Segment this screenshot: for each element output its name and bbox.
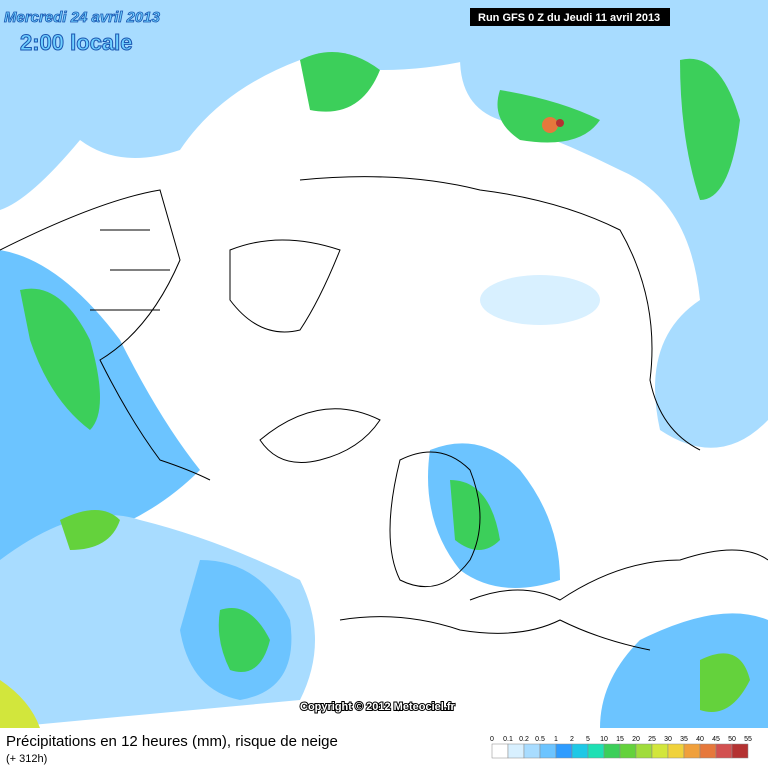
legend-swatch xyxy=(651,743,669,759)
legend-swatch xyxy=(699,743,717,759)
legend-swatch xyxy=(571,743,589,759)
legend-label: 50 xyxy=(728,736,736,743)
legend-swatch xyxy=(635,743,653,759)
legend-swatch xyxy=(491,743,509,759)
run-info: Run GFS 0 Z du Jeudi 11 avril 2013 xyxy=(478,12,660,24)
legend-label: 0.1 xyxy=(503,736,513,743)
footer-title: Précipitations en 12 heures (mm), risque… xyxy=(6,733,338,750)
legend-swatch xyxy=(523,743,541,759)
legend-swatch xyxy=(715,743,733,759)
legend-swatch xyxy=(619,743,637,759)
legend-swatch xyxy=(603,743,621,759)
coastlines xyxy=(0,176,768,651)
legend-label: 0 xyxy=(490,736,494,743)
legend-swatch xyxy=(507,743,525,759)
local-time: 2:00 locale xyxy=(20,30,133,55)
valid-date: Mercredi 24 avril 2013 xyxy=(4,9,161,26)
legend-label: 45 xyxy=(712,736,720,743)
legend-swatch xyxy=(555,743,573,759)
legend-label: 25 xyxy=(648,736,656,743)
legend-label: 1 xyxy=(554,736,558,743)
legend-label: 0.2 xyxy=(519,736,529,743)
legend-label: 40 xyxy=(696,736,704,743)
legend-label: 0.5 xyxy=(535,736,545,743)
legend-label: 5 xyxy=(586,736,590,743)
legend-label: 35 xyxy=(680,736,688,743)
legend-label: 10 xyxy=(600,736,608,743)
run-box xyxy=(470,8,670,26)
legend: 0 0.1 0.2 0.5 1 2 5 10 15 20 25 30 35 40 45 50 55 xyxy=(490,736,752,759)
legend-label: 55 xyxy=(744,736,752,743)
legend-label: 2 xyxy=(570,736,574,743)
forecast-lead: (+ 312h) xyxy=(6,753,47,765)
legend-swatch xyxy=(539,743,557,759)
legend-swatch xyxy=(667,743,685,759)
copyright: Copyright © 2012 Meteociel.fr xyxy=(300,701,456,713)
legend-label: 30 xyxy=(664,736,672,743)
legend-label: 15 xyxy=(616,736,624,743)
legend-swatch xyxy=(683,743,701,759)
legend-swatch xyxy=(587,743,605,759)
legend-swatch xyxy=(731,743,749,759)
precipitation-field xyxy=(0,0,768,728)
legend-label: 20 xyxy=(632,736,640,743)
